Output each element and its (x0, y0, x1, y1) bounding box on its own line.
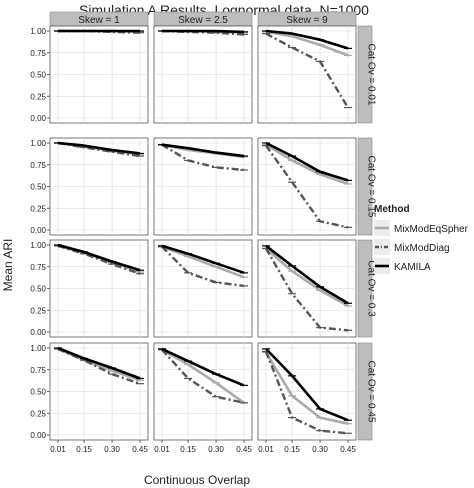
y-tick-label: 0.50 (30, 183, 46, 192)
series-line-kamila (265, 347, 349, 422)
y-tick-label: 0.50 (30, 285, 46, 294)
legend-label: MixModEqSpher (394, 224, 469, 235)
x-tick-label: 0.30 (208, 445, 224, 454)
x-tick-label: 0.01 (50, 445, 66, 454)
column-strip-label: Skew = 1 (78, 15, 120, 26)
y-tick-label: 1.00 (30, 344, 46, 353)
series-line-mixmoddiag (57, 141, 141, 158)
y-tick-label: 0.00 (30, 328, 46, 337)
y-tick-label: 0.25 (30, 204, 46, 213)
y-axis-label: Mean ARI (1, 239, 15, 292)
y-tick-label: 0.00 (30, 226, 46, 235)
column-strip-label: Skew = 9 (286, 15, 328, 26)
x-tick-label: 0.45 (236, 445, 252, 454)
y-tick-label: 0.00 (30, 114, 46, 123)
series-line-mixmoddiag (264, 351, 349, 435)
y-tick-label: 1.00 (30, 241, 46, 250)
row-strip-label: Cat Ov = 0.3 (366, 260, 377, 317)
y-tick-label: 0.50 (30, 71, 46, 80)
column-strip-label: Skew = 2.5 (178, 15, 228, 26)
series-line-mixmoddiag (264, 247, 349, 332)
y-tick-label: 0.00 (30, 431, 46, 440)
x-tick-label: 0.45 (132, 445, 148, 454)
series-line-kamila (161, 244, 245, 275)
series-line-kamila (57, 141, 141, 155)
y-tick-label: 0.25 (30, 92, 46, 101)
row-strip-label: Cat Ov = 0.01 (366, 44, 377, 106)
x-tick-label: 0.15 (180, 445, 196, 454)
facet-grid: Skew = 1 Skew = 2.5 Skew = 9 Cat Ov = 0.01 C… (30, 11, 377, 454)
legend-label: KAMILA (394, 262, 431, 273)
y-tick-label: 1.00 (30, 139, 46, 148)
series-line-kamila (265, 141, 349, 182)
y-tick-label: 0.75 (30, 49, 46, 58)
series-line-mixmodeqspher (265, 143, 349, 186)
row-strip (357, 239, 373, 338)
x-tick-label: 0.45 (340, 445, 356, 454)
x-tick-label: 0.01 (258, 445, 274, 454)
row-strip-label: Cat Ov = 0.15 (366, 156, 377, 218)
series-line-mixmoddiag (161, 348, 245, 404)
series-line-mixmodeqspher (161, 245, 245, 279)
row-strip-label: Cat Ov = 0.45 (366, 361, 377, 423)
y-tick-label: 1.00 (30, 27, 46, 36)
legend-label: MixModDiag (394, 243, 450, 254)
series-line-mixmodeqspher (265, 247, 349, 308)
series-line-kamila (57, 243, 141, 272)
series-line-kamila (161, 143, 245, 158)
legend-title: Method (374, 204, 410, 215)
series-line-kamila (57, 346, 141, 380)
series-line-mixmoddiag (161, 143, 245, 172)
x-axis-label: Continuous Overlap (144, 473, 250, 487)
y-tick-label: 0.50 (30, 388, 46, 397)
x-tick-label: 0.30 (104, 445, 120, 454)
y-tick-label: 0.75 (30, 366, 46, 375)
series-line-mixmodeqspher (265, 30, 349, 57)
series-line-mixmodeqspher (161, 348, 245, 404)
x-tick-label: 0.15 (76, 445, 92, 454)
series-line-mixmoddiag (57, 244, 141, 275)
y-tick-label: 0.25 (30, 409, 46, 418)
legend: Method MixModEqSpher MixModDiag KAMILA (374, 204, 469, 274)
series-line-mixmoddiag (161, 245, 245, 288)
series-line-kamila (265, 244, 349, 305)
series-line-mixmoddiag (265, 32, 350, 109)
y-tick-label: 0.75 (30, 161, 46, 170)
series-line-kamila (265, 29, 349, 50)
series-line-kamila (161, 347, 245, 387)
y-tick-label: 0.75 (30, 263, 46, 272)
series-line-mixmodeqspher (264, 351, 349, 425)
x-tick-label: 0.01 (154, 445, 170, 454)
series-line-mixmoddiag (265, 144, 349, 229)
row-strip (357, 25, 373, 124)
row-strip (357, 342, 373, 441)
x-tick-label: 0.30 (312, 445, 328, 454)
y-tick-label: 0.25 (30, 306, 46, 315)
x-tick-label: 0.15 (284, 445, 300, 454)
row-strip (357, 137, 373, 236)
series-line-kamila (162, 29, 245, 34)
